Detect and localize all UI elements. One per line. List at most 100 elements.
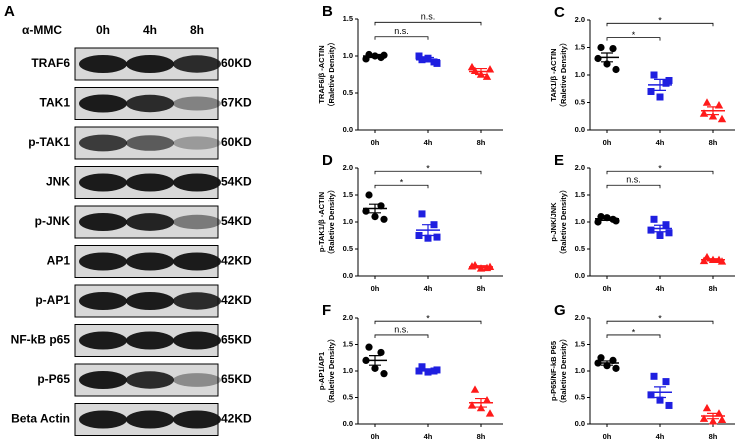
y-tick-label: 1.0: [343, 217, 353, 226]
band: [173, 55, 221, 73]
significance-label: *: [658, 16, 662, 26]
x-tick-label: 8h: [709, 432, 718, 441]
y-tick-label: 1.0: [343, 366, 353, 375]
y-axis-label: （Raletive Density）: [558, 335, 568, 408]
y-tick-label: 2.0: [575, 15, 585, 24]
significance-bracket: [374, 334, 429, 338]
y-axis-label: TAK1/β -ACTIN: [549, 48, 558, 101]
point: [612, 364, 620, 372]
point: [415, 52, 423, 60]
x-tick-label: 4h: [656, 432, 665, 441]
protein-label: p-P65: [37, 372, 70, 386]
point: [380, 370, 388, 378]
point: [708, 417, 718, 425]
error-bar: [422, 368, 434, 372]
error-bar: [707, 106, 719, 116]
band: [173, 252, 221, 271]
y-tick-label: 2.0: [343, 163, 353, 172]
lane-label: 0h: [96, 23, 110, 37]
significance-bracket: [374, 320, 482, 325]
significance-label: n.s.: [421, 12, 436, 22]
band: [126, 371, 174, 389]
band: [79, 410, 127, 429]
size-label: 67KD: [221, 96, 252, 110]
point: [597, 43, 605, 52]
x-tick-label: 8h: [477, 284, 486, 293]
significance-label: n.s.: [394, 324, 409, 334]
x-tick-label: 0h: [371, 138, 380, 147]
significance-bracket: [606, 320, 714, 325]
x-tick-label: 0h: [371, 432, 380, 441]
error-bar: [475, 397, 487, 408]
size-label: 42KD: [221, 412, 252, 426]
y-tick-label: 0.0: [575, 271, 585, 280]
error-bar: [422, 224, 434, 237]
band: [126, 135, 174, 151]
point: [467, 401, 477, 409]
significance-bracket: [606, 37, 661, 41]
point: [665, 77, 673, 84]
y-tick-label: 0.5: [343, 244, 353, 253]
y-tick-label: 1.0: [575, 70, 585, 79]
x-tick-label: 8h: [709, 138, 718, 147]
x-tick-label: 4h: [424, 138, 433, 147]
band: [173, 410, 221, 429]
protein-label: p-AP1: [35, 293, 70, 307]
error-bar: [369, 355, 381, 366]
point: [699, 109, 709, 117]
size-label: 65KD: [221, 372, 252, 386]
protein-label: p-JNK: [35, 214, 71, 228]
point: [433, 233, 441, 241]
x-tick-label: 0h: [603, 432, 612, 441]
size-label: 54KD: [221, 175, 252, 189]
point: [647, 226, 655, 234]
point: [656, 93, 664, 101]
panel-label: D: [322, 152, 333, 169]
y-tick-label: 0.0: [575, 419, 585, 428]
point: [415, 367, 423, 375]
error-bar: [475, 265, 487, 269]
point: [362, 55, 370, 63]
panel-label: A: [4, 3, 15, 20]
point: [482, 395, 492, 404]
protein-label: JNK: [46, 175, 70, 189]
y-tick-label: 1.5: [343, 14, 353, 23]
y-tick-label: 0.0: [343, 125, 353, 134]
significance-label: n.s.: [394, 26, 409, 36]
point: [365, 343, 373, 351]
treatment-label: α-MMC: [22, 23, 62, 37]
band: [126, 252, 174, 271]
significance-label: *: [632, 30, 636, 40]
band: [79, 173, 127, 192]
point: [702, 98, 712, 106]
x-tick-label: 4h: [424, 284, 433, 293]
point: [609, 45, 617, 53]
error-bar: [475, 67, 487, 76]
band: [79, 134, 127, 152]
y-axis-label: （Raletive Density）: [326, 38, 336, 111]
band: [79, 292, 127, 310]
y-axis-label: （Raletive Density）: [326, 335, 336, 408]
significance-label: n.s.: [626, 175, 641, 185]
y-tick-label: 1.5: [343, 339, 353, 348]
error-bar: [654, 386, 666, 399]
point: [702, 403, 712, 412]
point: [647, 391, 655, 399]
y-tick-label: 0.5: [575, 392, 585, 401]
band: [173, 136, 221, 150]
point: [418, 363, 426, 371]
y-tick-label: 0.0: [343, 271, 353, 280]
point: [380, 215, 388, 223]
point: [650, 71, 658, 79]
significance-label: *: [632, 327, 636, 337]
y-tick-label: 0.5: [343, 88, 353, 97]
y-axis-label: （Raletive Density）: [558, 186, 568, 259]
point: [708, 112, 718, 120]
band: [79, 213, 127, 231]
protein-label: Beta Actin: [11, 412, 70, 426]
band: [173, 331, 221, 350]
significance-label: *: [400, 178, 404, 188]
x-tick-label: 8h: [477, 432, 486, 441]
point: [482, 72, 492, 80]
